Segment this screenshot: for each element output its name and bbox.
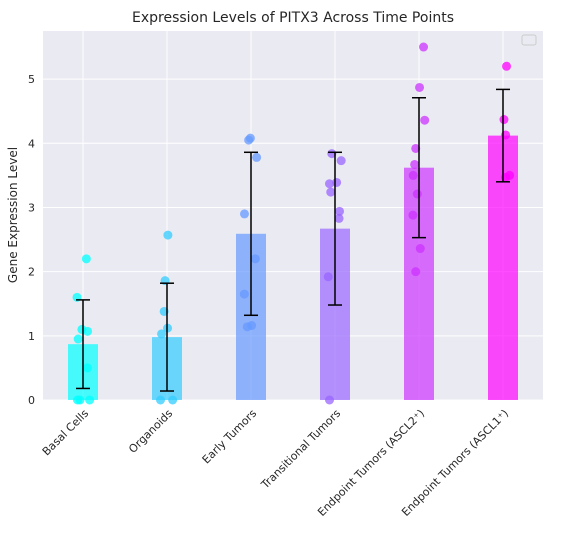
- data-point: [325, 395, 335, 405]
- data-point: [408, 210, 418, 220]
- plot-background: [43, 31, 543, 400]
- data-point: [239, 289, 249, 299]
- x-tick-label: Early Tumors: [200, 407, 260, 467]
- x-tick-label: Organoids: [126, 407, 175, 456]
- data-point: [326, 187, 336, 197]
- data-point: [242, 322, 252, 332]
- data-point: [250, 254, 260, 264]
- x-tick-label: Basal Cells: [40, 407, 92, 459]
- data-point: [163, 230, 173, 240]
- chart-title: Expression Levels of PITX3 Across Time P…: [132, 10, 454, 26]
- data-point: [419, 42, 429, 52]
- data-point: [420, 115, 430, 125]
- data-point: [415, 244, 425, 254]
- y-tick-label: 1: [28, 330, 35, 343]
- data-point: [323, 272, 333, 282]
- data-point: [334, 213, 344, 223]
- data-point: [415, 82, 425, 92]
- y-tick-labels: 0 1 2 3 4 5: [28, 73, 35, 407]
- data-point: [336, 156, 346, 166]
- data-point: [327, 149, 337, 159]
- data-point: [168, 395, 178, 405]
- data-point: [239, 209, 249, 219]
- data-point: [411, 143, 421, 153]
- data-point: [410, 159, 420, 169]
- y-axis-label: Gene Expression Level: [6, 147, 20, 283]
- data-point: [252, 152, 262, 162]
- data-point: [73, 334, 83, 344]
- data-point: [156, 395, 166, 405]
- data-point: [412, 189, 422, 199]
- x-tick-labels: Basal Cells Organoids Early Tumors Transiti…: [40, 407, 511, 519]
- data-point: [502, 61, 512, 71]
- data-point: [499, 115, 509, 125]
- data-point: [85, 395, 95, 405]
- y-tick-label: 0: [28, 394, 35, 407]
- data-point: [81, 254, 91, 264]
- legend-box: [521, 34, 537, 46]
- data-point: [157, 329, 167, 339]
- y-tick-label: 3: [28, 201, 35, 214]
- x-tick-label: Transitional Tumors: [258, 407, 343, 492]
- error-bars: [76, 88, 510, 392]
- data-point: [75, 395, 85, 405]
- y-tick-label: 4: [28, 137, 35, 150]
- data-point: [82, 363, 92, 373]
- y-tick-label: 5: [28, 73, 35, 86]
- data-point: [408, 170, 418, 180]
- data-point: [244, 135, 254, 145]
- y-tick-label: 2: [28, 266, 35, 279]
- data-point: [335, 206, 345, 216]
- data-point: [83, 326, 93, 336]
- data-point: [324, 179, 334, 189]
- data-point: [411, 267, 421, 277]
